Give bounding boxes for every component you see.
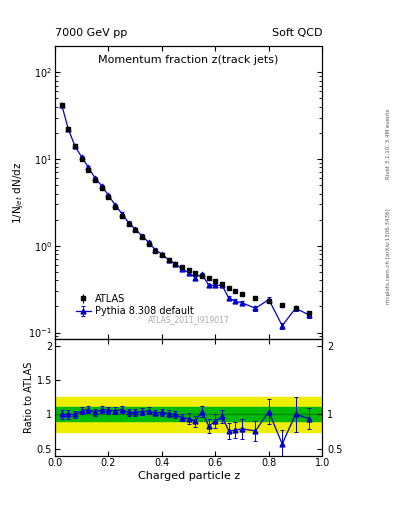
Y-axis label: 1/N$_{jet}$ dN/dz: 1/N$_{jet}$ dN/dz — [11, 161, 26, 224]
Text: Rivet 3.1.10, 3.4M events: Rivet 3.1.10, 3.4M events — [386, 108, 391, 179]
Y-axis label: Ratio to ATLAS: Ratio to ATLAS — [24, 361, 34, 433]
Text: Soft QCD: Soft QCD — [272, 28, 322, 38]
X-axis label: Charged particle z: Charged particle z — [138, 471, 240, 481]
Text: Momentum fraction z(track jets): Momentum fraction z(track jets) — [99, 55, 279, 65]
Text: 7000 GeV pp: 7000 GeV pp — [55, 28, 127, 38]
Text: ATLAS_2011_I919017: ATLAS_2011_I919017 — [148, 315, 230, 324]
Legend: ATLAS, Pythia 8.308 default: ATLAS, Pythia 8.308 default — [73, 291, 196, 319]
Text: mcplots.cern.ch [arXiv:1306.3436]: mcplots.cern.ch [arXiv:1306.3436] — [386, 208, 391, 304]
